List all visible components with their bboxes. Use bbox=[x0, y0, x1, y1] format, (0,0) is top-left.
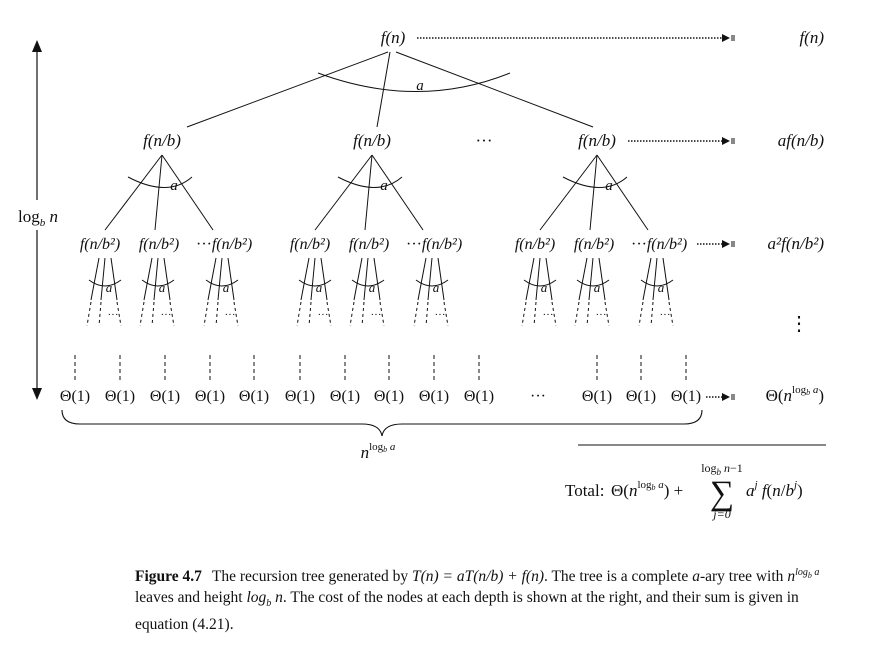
root-node: f(n) bbox=[381, 28, 406, 47]
height-label: logb n bbox=[18, 207, 58, 229]
leaf-node: Θ(1) bbox=[285, 388, 315, 405]
level2-ellipsis: ··· bbox=[406, 236, 422, 253]
leaf-node: Θ(1) bbox=[239, 388, 269, 405]
sub-ellipsis: ··· bbox=[660, 309, 671, 321]
sum-sigma: ∑ bbox=[710, 475, 734, 512]
leaf-node: Θ(1) bbox=[374, 388, 404, 405]
leaf-node: Θ(1) bbox=[582, 388, 612, 405]
leaves-brace bbox=[61, 409, 703, 437]
level2-node: f(n/b²) bbox=[139, 236, 179, 253]
branch-label: a bbox=[541, 280, 548, 295]
level2-node: f(n/b²) bbox=[515, 236, 555, 253]
level2-node: f(n/b²) bbox=[349, 236, 389, 253]
branch-label: a bbox=[605, 178, 613, 194]
root-branch-label: a bbox=[416, 78, 424, 94]
sub-ellipsis: ··· bbox=[596, 309, 607, 321]
row-cost-3: ⋮ bbox=[789, 313, 809, 335]
row-cost-4: Θ(nlogb a) bbox=[766, 384, 824, 405]
leaf-node: Θ(1) bbox=[60, 388, 90, 405]
branch-label: a bbox=[380, 178, 388, 194]
sum-term: aj f(n/bj) bbox=[746, 479, 803, 500]
caption-label: Figure 4.7 bbox=[135, 568, 202, 586]
level1-ellipsis: ··· bbox=[476, 131, 493, 150]
caption-text-1: The recursion tree generated by bbox=[211, 568, 412, 586]
sub-ellipsis: ··· bbox=[371, 309, 382, 321]
row-cost-0: f(n) bbox=[799, 28, 824, 47]
branch-label: a bbox=[223, 280, 230, 295]
level2-nodes: f(n/b²) f(n/b²) ··· f(n/b²) f(n/b²) f(n/b²) ··… bbox=[80, 236, 687, 253]
branch-label: a bbox=[369, 280, 376, 295]
leaf-node: Θ(1) bbox=[105, 388, 135, 405]
height-arrow bbox=[32, 40, 42, 400]
caption-text-2: . The tree is a complete bbox=[543, 568, 693, 586]
branch-label: a bbox=[170, 178, 178, 194]
level2-node: f(n/b²) bbox=[574, 236, 614, 253]
caption-recurrence: T(n) = aT(n/b) + f(n) bbox=[411, 568, 544, 586]
sub-ellipsis: ··· bbox=[108, 309, 119, 321]
level2-node: f(n/b²) bbox=[80, 236, 120, 253]
leaf-ellipsis: ··· bbox=[530, 388, 546, 405]
sub-ellipsis: ··· bbox=[161, 309, 172, 321]
total-prefix: Total: bbox=[565, 481, 604, 500]
cost-arrows bbox=[417, 34, 735, 401]
branch-label: a bbox=[316, 280, 323, 295]
total-theta: Θ(nlogb a) + bbox=[611, 479, 683, 500]
leaf-node: Θ(1) bbox=[626, 388, 656, 405]
leaf-node: Θ(1) bbox=[330, 388, 360, 405]
leaf-node: Θ(1) bbox=[464, 388, 494, 405]
caption-text-3: -ary tree with bbox=[699, 568, 788, 586]
sub-ellipsis: ··· bbox=[318, 309, 329, 321]
sub-ellipsis: ··· bbox=[435, 309, 446, 321]
level1-node: f(n/b) bbox=[353, 131, 391, 150]
level2-node: f(n/b²) bbox=[290, 236, 330, 253]
caption-text-5: . The cost of the nodes at each depth is… bbox=[135, 589, 799, 634]
branch-label: a bbox=[433, 280, 440, 295]
level1-node: f(n/b) bbox=[143, 131, 181, 150]
branch-label: a bbox=[106, 280, 113, 295]
branch-label: a bbox=[594, 280, 601, 295]
branch-label: a bbox=[658, 280, 665, 295]
sum-lower-limit: j=0 bbox=[711, 507, 730, 521]
level1-node: f(n/b) bbox=[578, 131, 616, 150]
level2-ellipsis: ··· bbox=[196, 236, 212, 253]
level2-node: f(n/b²) bbox=[212, 236, 252, 253]
branch-label: a bbox=[159, 280, 166, 295]
level2-ellipsis: ··· bbox=[631, 236, 647, 253]
sub-ellipsis: ··· bbox=[543, 309, 554, 321]
level2-node: f(n/b²) bbox=[647, 236, 687, 253]
leaf-node: Θ(1) bbox=[150, 388, 180, 405]
caption-height: logb n bbox=[246, 589, 283, 610]
recursion-tree-figure: logb n f(n) a f(n/b) f(n/b) ··· f(n/b) a… bbox=[18, 28, 826, 521]
caption-a: a bbox=[692, 568, 700, 586]
level2-node: f(n/b²) bbox=[422, 236, 462, 253]
caption-text-4: leaves and height bbox=[135, 589, 247, 607]
leaf-connectors bbox=[74, 355, 687, 380]
caption-leaves: nlogb a bbox=[787, 567, 820, 586]
sum-upper-limit: logb n−1 bbox=[701, 461, 743, 477]
sub-ellipsis: ··· bbox=[225, 309, 236, 321]
leaf-node: Θ(1) bbox=[671, 388, 701, 405]
row-cost-1: af(n/b) bbox=[778, 131, 825, 150]
leaf-node: Θ(1) bbox=[195, 388, 225, 405]
root-branches bbox=[186, 51, 594, 128]
leaves: Θ(1) Θ(1) Θ(1) Θ(1) Θ(1) Θ(1) Θ(1) Θ(1) Θ(1) Θ(1)… bbox=[60, 388, 701, 405]
row-cost-2: a²f(n/b²) bbox=[768, 234, 825, 253]
leaf-node: Θ(1) bbox=[419, 388, 449, 405]
figure-caption: Figure 4.7 The recursion tree generated b… bbox=[135, 562, 835, 635]
level2-branches: a ··· a ··· a ··· a ··· a ··· a ··· a ··· a ··· a ··· bbox=[86, 257, 674, 327]
leaves-count-label: nlogb a bbox=[361, 441, 396, 462]
